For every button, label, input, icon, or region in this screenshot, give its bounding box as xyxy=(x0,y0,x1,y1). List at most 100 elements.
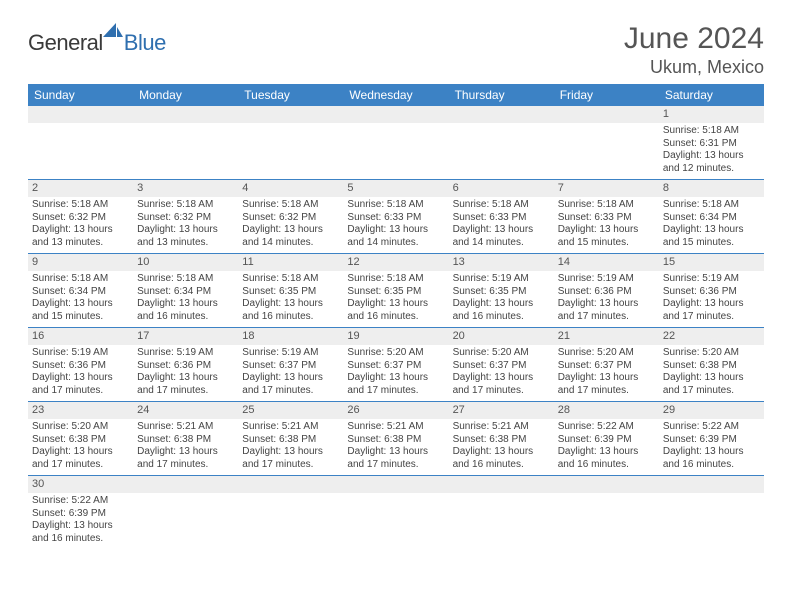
calendar-day-cell: 22Sunrise: 5:20 AMSunset: 6:38 PMDayligh… xyxy=(659,328,764,402)
sunset-line: Sunset: 6:39 PM xyxy=(32,508,129,521)
sunset-line: Sunset: 6:35 PM xyxy=(453,286,550,299)
calendar-day-cell: 29Sunrise: 5:22 AMSunset: 6:39 PMDayligh… xyxy=(659,402,764,476)
day-number-bar: 12 xyxy=(343,254,448,271)
sunrise-line: Sunrise: 5:18 AM xyxy=(242,273,339,286)
day-number-bar: 1 xyxy=(659,106,764,123)
calendar-day-cell xyxy=(554,476,659,550)
calendar-week-row: 9Sunrise: 5:18 AMSunset: 6:34 PMDaylight… xyxy=(28,254,764,328)
day-details: Sunrise: 5:22 AMSunset: 6:39 PMDaylight:… xyxy=(659,419,764,473)
sunset-line: Sunset: 6:36 PM xyxy=(137,360,234,373)
day-number-bar xyxy=(449,476,554,493)
sunrise-line: Sunrise: 5:19 AM xyxy=(453,273,550,286)
sunrise-line: Sunrise: 5:22 AM xyxy=(558,421,655,434)
day-number-bar xyxy=(238,106,343,123)
day-number-bar xyxy=(238,476,343,493)
day-details: Sunrise: 5:22 AMSunset: 6:39 PMDaylight:… xyxy=(28,493,133,547)
sunrise-line: Sunrise: 5:19 AM xyxy=(663,273,760,286)
daylight-line: Daylight: 13 hours and 17 minutes. xyxy=(242,372,339,397)
calendar-day-cell: 9Sunrise: 5:18 AMSunset: 6:34 PMDaylight… xyxy=(28,254,133,328)
day-number-bar: 26 xyxy=(343,402,448,419)
sunrise-line: Sunrise: 5:18 AM xyxy=(347,199,444,212)
sunrise-line: Sunrise: 5:21 AM xyxy=(453,421,550,434)
sunrise-line: Sunrise: 5:18 AM xyxy=(558,199,655,212)
sunrise-line: Sunrise: 5:19 AM xyxy=(137,347,234,360)
day-number-bar: 17 xyxy=(133,328,238,345)
daylight-line: Daylight: 13 hours and 17 minutes. xyxy=(347,372,444,397)
sunset-line: Sunset: 6:33 PM xyxy=(453,212,550,225)
daylight-line: Daylight: 13 hours and 17 minutes. xyxy=(137,446,234,471)
sunset-line: Sunset: 6:35 PM xyxy=(347,286,444,299)
day-number-bar: 19 xyxy=(343,328,448,345)
day-details: Sunrise: 5:21 AMSunset: 6:38 PMDaylight:… xyxy=(238,419,343,473)
weekday-header: Monday xyxy=(133,84,238,106)
daylight-line: Daylight: 13 hours and 17 minutes. xyxy=(558,372,655,397)
day-number-bar: 18 xyxy=(238,328,343,345)
day-details: Sunrise: 5:18 AMSunset: 6:31 PMDaylight:… xyxy=(659,123,764,177)
weekday-header: Friday xyxy=(554,84,659,106)
sunset-line: Sunset: 6:38 PM xyxy=(347,434,444,447)
calendar-day-cell xyxy=(238,106,343,180)
calendar-week-row: 16Sunrise: 5:19 AMSunset: 6:36 PMDayligh… xyxy=(28,328,764,402)
calendar-day-cell xyxy=(449,106,554,180)
daylight-line: Daylight: 13 hours and 17 minutes. xyxy=(558,298,655,323)
calendar-day-cell: 30Sunrise: 5:22 AMSunset: 6:39 PMDayligh… xyxy=(28,476,133,550)
day-number-bar: 16 xyxy=(28,328,133,345)
sunset-line: Sunset: 6:32 PM xyxy=(137,212,234,225)
day-number-bar xyxy=(343,476,448,493)
sunrise-line: Sunrise: 5:19 AM xyxy=(558,273,655,286)
sunset-line: Sunset: 6:37 PM xyxy=(558,360,655,373)
day-details: Sunrise: 5:20 AMSunset: 6:37 PMDaylight:… xyxy=(449,345,554,399)
daylight-line: Daylight: 13 hours and 16 minutes. xyxy=(137,298,234,323)
sail-icon xyxy=(103,23,123,44)
daylight-line: Daylight: 13 hours and 16 minutes. xyxy=(347,298,444,323)
calendar-day-cell xyxy=(238,476,343,550)
calendar-week-row: 1Sunrise: 5:18 AMSunset: 6:31 PMDaylight… xyxy=(28,106,764,180)
day-number-bar: 20 xyxy=(449,328,554,345)
day-number-bar: 11 xyxy=(238,254,343,271)
calendar-day-cell: 11Sunrise: 5:18 AMSunset: 6:35 PMDayligh… xyxy=(238,254,343,328)
daylight-line: Daylight: 13 hours and 16 minutes. xyxy=(558,446,655,471)
weekday-header: Thursday xyxy=(449,84,554,106)
day-number-bar: 24 xyxy=(133,402,238,419)
sunrise-line: Sunrise: 5:20 AM xyxy=(663,347,760,360)
calendar-day-cell: 2Sunrise: 5:18 AMSunset: 6:32 PMDaylight… xyxy=(28,180,133,254)
sunrise-line: Sunrise: 5:21 AM xyxy=(347,421,444,434)
weekday-header: Tuesday xyxy=(238,84,343,106)
calendar-day-cell: 24Sunrise: 5:21 AMSunset: 6:38 PMDayligh… xyxy=(133,402,238,476)
daylight-line: Daylight: 13 hours and 14 minutes. xyxy=(242,224,339,249)
day-number-bar xyxy=(449,106,554,123)
calendar-day-cell: 16Sunrise: 5:19 AMSunset: 6:36 PMDayligh… xyxy=(28,328,133,402)
day-number-bar: 30 xyxy=(28,476,133,493)
sunset-line: Sunset: 6:38 PM xyxy=(453,434,550,447)
day-details: Sunrise: 5:18 AMSunset: 6:34 PMDaylight:… xyxy=(659,197,764,251)
daylight-line: Daylight: 13 hours and 15 minutes. xyxy=(32,298,129,323)
day-number-bar: 22 xyxy=(659,328,764,345)
sunset-line: Sunset: 6:38 PM xyxy=(663,360,760,373)
sunset-line: Sunset: 6:33 PM xyxy=(347,212,444,225)
sunset-line: Sunset: 6:38 PM xyxy=(32,434,129,447)
day-details: Sunrise: 5:18 AMSunset: 6:33 PMDaylight:… xyxy=(554,197,659,251)
day-details: Sunrise: 5:22 AMSunset: 6:39 PMDaylight:… xyxy=(554,419,659,473)
day-number-bar: 15 xyxy=(659,254,764,271)
calendar-day-cell xyxy=(554,106,659,180)
sunset-line: Sunset: 6:36 PM xyxy=(32,360,129,373)
day-details: Sunrise: 5:19 AMSunset: 6:37 PMDaylight:… xyxy=(238,345,343,399)
day-number-bar: 13 xyxy=(449,254,554,271)
location-subtitle: Ukum, Mexico xyxy=(624,57,764,78)
calendar-week-row: 23Sunrise: 5:20 AMSunset: 6:38 PMDayligh… xyxy=(28,402,764,476)
day-details: Sunrise: 5:18 AMSunset: 6:33 PMDaylight:… xyxy=(449,197,554,251)
day-details: Sunrise: 5:18 AMSunset: 6:34 PMDaylight:… xyxy=(28,271,133,325)
day-details: Sunrise: 5:21 AMSunset: 6:38 PMDaylight:… xyxy=(133,419,238,473)
day-number-bar: 3 xyxy=(133,180,238,197)
daylight-line: Daylight: 13 hours and 17 minutes. xyxy=(32,446,129,471)
calendar-day-cell: 8Sunrise: 5:18 AMSunset: 6:34 PMDaylight… xyxy=(659,180,764,254)
day-number-bar xyxy=(133,106,238,123)
sunset-line: Sunset: 6:34 PM xyxy=(137,286,234,299)
calendar-day-cell: 12Sunrise: 5:18 AMSunset: 6:35 PMDayligh… xyxy=(343,254,448,328)
sunset-line: Sunset: 6:39 PM xyxy=(663,434,760,447)
day-number-bar: 25 xyxy=(238,402,343,419)
brand-word-general: General xyxy=(28,30,103,56)
calendar-day-cell: 27Sunrise: 5:21 AMSunset: 6:38 PMDayligh… xyxy=(449,402,554,476)
calendar-day-cell: 15Sunrise: 5:19 AMSunset: 6:36 PMDayligh… xyxy=(659,254,764,328)
calendar-day-cell xyxy=(133,476,238,550)
